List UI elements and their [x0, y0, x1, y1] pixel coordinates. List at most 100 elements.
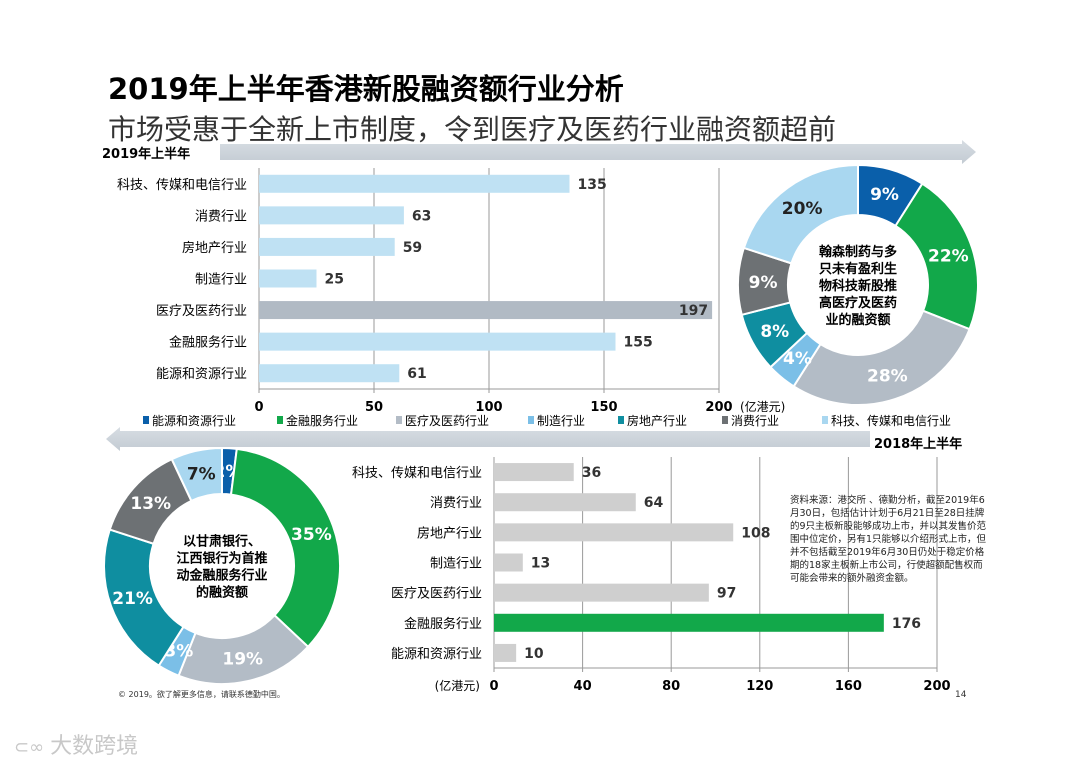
legend-swatch-healthcare [396, 416, 402, 424]
bar-2019-bar [259, 364, 400, 383]
legend-label-tech: 科技、传媒和电信行业 [831, 413, 951, 428]
donut-2018-center-text: 以甘肃银行、 [183, 534, 261, 550]
period-arrow-2018 [106, 427, 870, 451]
period-label-2019: 2019年上半年 [102, 146, 190, 162]
bar-2019-tick-label: 150 [590, 400, 617, 415]
bar-2019-category-label: 科技、传媒和电信行业 [117, 178, 247, 193]
donut-2019-center-text: 业的融资额 [825, 312, 890, 328]
bar-2018-value-label: 97 [717, 586, 736, 602]
donut-2018-slice-label: 21% [112, 589, 153, 609]
bar-2019-bar [259, 174, 570, 193]
legend-swatch-tech [822, 416, 828, 424]
donut-chart-2018: 2%35%19%3%21%13%7%以甘肃银行、江西银行为首推动金融服务行业的融… [103, 446, 341, 685]
page-title: 2019年上半年香港新股融资额行业分析 [108, 72, 624, 106]
period-label-2018: 2018年上半年 [874, 436, 962, 452]
bar-2018-tick-label: 160 [835, 679, 862, 694]
donut-2018-slice-label: 35% [291, 525, 332, 545]
donut-2019-center-text: 只未有盈利生 [819, 261, 897, 277]
bar-2018-category-label: 科技、传媒和电信行业 [352, 466, 482, 481]
donut-2019-center-text: 物科技新股推 [819, 278, 897, 294]
bar-2018-value-label: 108 [741, 525, 770, 541]
bar-2018-category-label: 金融服务行业 [404, 616, 482, 632]
bar-2019-category-label: 能源和资源行业 [156, 367, 247, 382]
bar-2019-bar [259, 206, 404, 225]
bar-chart-2018: 0 40 80 120 160 200 (亿港元) 科技、传媒和电信行业 36 消费行业 64 房地产… [352, 457, 951, 694]
copyright-note: © 2019。欲了解更多信息，请联系德勤中国。 [118, 690, 285, 699]
bar-2019-bar [259, 269, 317, 288]
watermark-text: 大数跨境 [50, 734, 139, 759]
donut-2019-slice-label: 4% [783, 349, 812, 369]
bar-2018-value-label: 176 [892, 616, 921, 632]
legend-label-realestate: 房地产行业 [627, 413, 687, 428]
bar-2018-category-label: 房地产行业 [417, 525, 482, 541]
donut-2019-slice-label: 9% [749, 273, 778, 293]
donut-2018-slice-label: 7% [187, 464, 216, 484]
donut-chart-2019: 9% 22% 28% 4% 8% 9% 20% 翰森制药与多只未有盈利生物科技新股推高医疗及医… [737, 163, 979, 406]
donut-2019-slice-label: 20% [782, 199, 823, 219]
bar-2018-value-label: 64 [644, 495, 664, 511]
bar-chart-2019: 0 50 100 150 200 (亿港元) 科技、传媒和电信行业 135 消费行业 63 房地产行… [117, 168, 785, 415]
bar-2019-category-label: 金融服务行业 [169, 335, 247, 351]
bar-2019-tick-label: 50 [365, 400, 383, 415]
bar-2019-unit-label: (亿港元) [740, 399, 785, 414]
bar-2019-tick-label: 100 [475, 400, 502, 415]
bar-2019-category-label: 制造行业 [195, 273, 247, 288]
bar-2018-bar [494, 523, 734, 542]
bar-2019-category-label: 消费行业 [195, 209, 247, 224]
donut-2018-slice-label: 13% [130, 494, 171, 514]
donut-2019-center-text: 翰森制药与多 [819, 244, 897, 260]
legend-swatch-manufacturing [528, 416, 534, 424]
bar-2018-category-label: 消费行业 [430, 496, 482, 511]
legend-label-healthcare: 医疗及医药行业 [405, 414, 489, 428]
bar-2019-value-label: 155 [624, 335, 653, 351]
legend-label-manufacturing: 制造行业 [537, 414, 585, 428]
legend-swatch-realestate [618, 416, 624, 424]
donut-2018-slice-tech [170, 446, 223, 503]
bar-2018-category-label: 医疗及医药行业 [391, 587, 482, 602]
watermark-icon: ⊂∞ [14, 737, 45, 758]
donut-2019-slice-label: 9% [870, 185, 899, 205]
legend-swatch-consumer [722, 416, 728, 424]
bar-2018-tick-label: 0 [489, 679, 498, 694]
bar-2019-bar [259, 301, 713, 320]
bar-2018-tick-label: 40 [574, 679, 592, 694]
donut-2019-slice-healthcare [792, 309, 971, 406]
bar-2018-value-label: 36 [582, 465, 601, 481]
donut-2019-slice-label: 28% [867, 366, 908, 386]
bar-2018-bar [494, 493, 636, 512]
bar-2019-value-label: 59 [403, 240, 422, 256]
legend-swatch-energy [143, 416, 149, 424]
donut-2018-center-text: 动金融服务行业 [176, 568, 267, 584]
bar-2018-category-label: 能源和资源行业 [391, 647, 482, 662]
bar-2018-bar [494, 613, 884, 632]
donut-2018-slice-finance [229, 447, 341, 649]
bar-2019-value-label: 25 [325, 272, 344, 288]
bar-2019-value-label: 61 [407, 366, 426, 382]
bar-2018-tick-label: 120 [746, 679, 773, 694]
bar-2018-bar [494, 463, 574, 482]
bar-2019-bar [259, 332, 616, 351]
donut-2018-center-text: 江西银行为首推 [176, 551, 267, 567]
legend-swatch-finance [277, 416, 283, 424]
bar-2019-value-label: 135 [578, 177, 607, 193]
period-arrow-2019 [220, 140, 976, 164]
bar-2018-category-label: 制造行业 [430, 557, 482, 572]
legend-label-energy: 能源和资源行业 [152, 414, 236, 428]
bar-2018-bar [494, 643, 517, 662]
bar-2019-tick-label: 0 [254, 400, 263, 415]
bar-2018-value-label: 13 [531, 556, 550, 572]
legend-label-finance: 金融服务行业 [286, 413, 358, 428]
bar-2018-tick-label: 80 [662, 679, 680, 694]
bar-2018-value-label: 10 [524, 646, 544, 662]
chart-legend: 能源和资源行业 金融服务行业 医疗及医药行业 制造行业 房地产行业 消费行业 科技、传媒和电… [143, 413, 951, 428]
donut-2019-slice-finance [894, 182, 979, 331]
bar-2018-tick-label: 200 [923, 679, 950, 694]
legend-label-consumer: 消费行业 [731, 414, 779, 428]
bar-2019-category-label: 医疗及医药行业 [156, 304, 247, 319]
bar-2018-bar [494, 583, 709, 602]
donut-2019-slice-label: 8% [760, 322, 789, 342]
source-note: 资料来源：港交所 、德勤分析，截至2019年6月30日，包括估计计划于6月21日… [790, 495, 987, 584]
bar-2019-category-label: 房地产行业 [182, 240, 247, 256]
bar-2018-bar [494, 553, 523, 572]
